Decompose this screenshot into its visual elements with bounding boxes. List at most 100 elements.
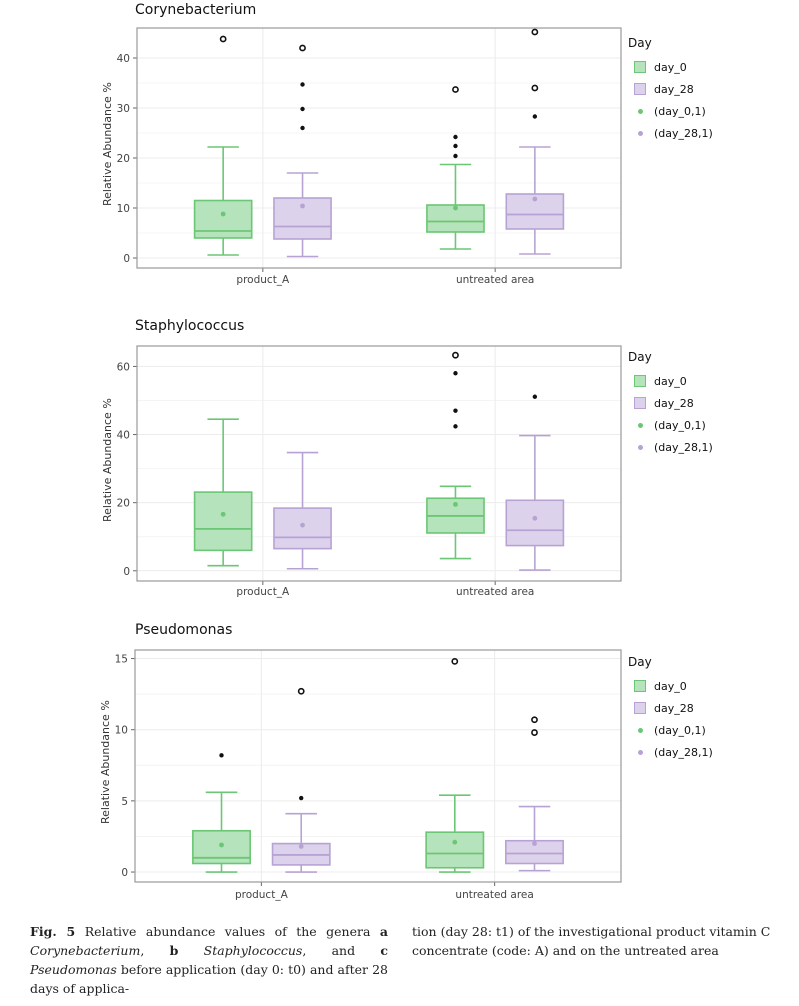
box-day_28-untreated-area: [505, 716, 564, 872]
caption-comma: ,: [140, 943, 170, 958]
chart-title: Corynebacterium: [135, 2, 257, 18]
y-tick-label: 15: [115, 654, 128, 666]
legend-label: (day_0,1): [654, 418, 706, 432]
iqr-box: [273, 507, 332, 550]
y-tick-label: 0: [121, 867, 128, 879]
mean-point: [532, 515, 538, 521]
plot-border: [136, 345, 622, 582]
caption-text: Relative abundance values of the genera: [75, 924, 380, 939]
legend-marker: [634, 127, 646, 139]
caption-and: , and: [302, 943, 381, 958]
legend: Day day_0 day_28 (day_0,1) (day_28,1): [628, 655, 713, 763]
mean-point: [220, 211, 226, 217]
outlier-point: [453, 408, 458, 413]
x-tick-label: untreated area: [456, 586, 534, 598]
box-day_28-untreated-area: [505, 394, 565, 571]
legend-label: (day_28,1): [654, 745, 713, 759]
legend-item: day_0: [628, 675, 713, 697]
outlier-point: [453, 424, 458, 429]
legend-label: day_28: [654, 396, 694, 410]
legend-marker: [634, 419, 646, 431]
caption-genus-c: Pseudomonas: [30, 962, 117, 977]
outlier-point: [299, 44, 306, 52]
mean-point: [300, 203, 305, 209]
y-tick-label: 20: [117, 498, 130, 510]
box-day_0-untreated-area: [425, 657, 485, 873]
outlier-point: [219, 753, 224, 758]
y-tick-label: 0: [123, 566, 130, 578]
box-day_0-product_A: [193, 35, 253, 256]
outlier-point: [453, 153, 458, 159]
x-tick-label: product_A: [236, 586, 290, 598]
iqr-box: [425, 831, 485, 869]
box-day_0-product_A: [192, 753, 251, 873]
chart-title: Pseudomonas: [135, 622, 233, 638]
y-tick-label: 10: [117, 203, 130, 215]
legend-item: (day_28,1): [628, 122, 713, 144]
chart-title: Staphylococcus: [135, 318, 245, 334]
box-day_0-untreated-area: [426, 86, 485, 250]
y-tick-label: 10: [115, 725, 128, 737]
legend-label: day_28: [654, 82, 694, 96]
legend-label: day_0: [654, 60, 687, 74]
legend-label: day_0: [654, 679, 687, 693]
outlier-point: [300, 82, 305, 87]
outlier-point: [532, 114, 538, 119]
legend-label: (day_28,1): [654, 126, 713, 140]
caption-marker-a: a: [379, 924, 388, 939]
mean-point: [532, 196, 538, 202]
figure-label: Fig. 5: [30, 924, 76, 939]
legend-item: day_28: [628, 392, 713, 414]
outlier-point: [453, 134, 458, 140]
outlier-point: [300, 106, 305, 112]
box-day_28-product_A: [271, 687, 331, 873]
iqr-box: [193, 491, 253, 552]
legend-dot: [637, 444, 643, 450]
mean-point: [220, 511, 226, 517]
outlier-point: [219, 35, 227, 43]
legend-item: day_0: [628, 56, 713, 78]
legend-swatch: [634, 702, 646, 714]
x-tick-label: product_A: [235, 889, 289, 901]
legend-swatch: [634, 375, 646, 387]
box-day_0-product_A: [193, 418, 253, 567]
caption-marker-c: c: [380, 943, 388, 958]
x-tick-label: product_A: [236, 274, 290, 286]
mean-point: [453, 501, 458, 507]
outlier-point: [299, 795, 304, 801]
outlier-point: [300, 125, 305, 131]
caption-text-cont: before application (day 0: t0) and after…: [30, 962, 388, 996]
legend-marker: [634, 441, 646, 453]
box-day_28-untreated-area: [505, 28, 565, 255]
y-tick-label: 20: [117, 153, 130, 165]
box-day_28-product_A: [273, 44, 332, 258]
legend-marker: [634, 746, 646, 758]
outlier-point: [451, 657, 459, 665]
legend-item: (day_0,1): [628, 719, 713, 741]
legend-swatch: [634, 397, 646, 409]
mean-point: [452, 839, 458, 845]
outlier-point: [531, 716, 538, 724]
legend-item: (day_0,1): [628, 414, 713, 436]
outlier-point: [532, 394, 538, 399]
legend-title: Day: [628, 36, 652, 50]
legend-label: day_28: [654, 701, 694, 715]
outlier-point: [453, 371, 458, 376]
legend-item: day_28: [628, 78, 713, 100]
legend-swatch: [634, 680, 646, 692]
mean-point: [219, 842, 224, 848]
caption-genus-a: Corynebacterium: [30, 943, 141, 958]
y-tick-label: 0: [123, 253, 130, 265]
legend-swatch: [634, 83, 646, 95]
legend-marker: [634, 724, 646, 736]
y-tick-label: 40: [117, 53, 130, 65]
plot-border: [134, 649, 622, 883]
outlier-point: [453, 143, 458, 149]
caption-marker-b: b: [169, 943, 179, 958]
outlier-point: [531, 28, 539, 36]
iqr-box: [505, 499, 565, 547]
mean-point: [453, 205, 458, 211]
y-tick-label: 40: [117, 430, 130, 442]
